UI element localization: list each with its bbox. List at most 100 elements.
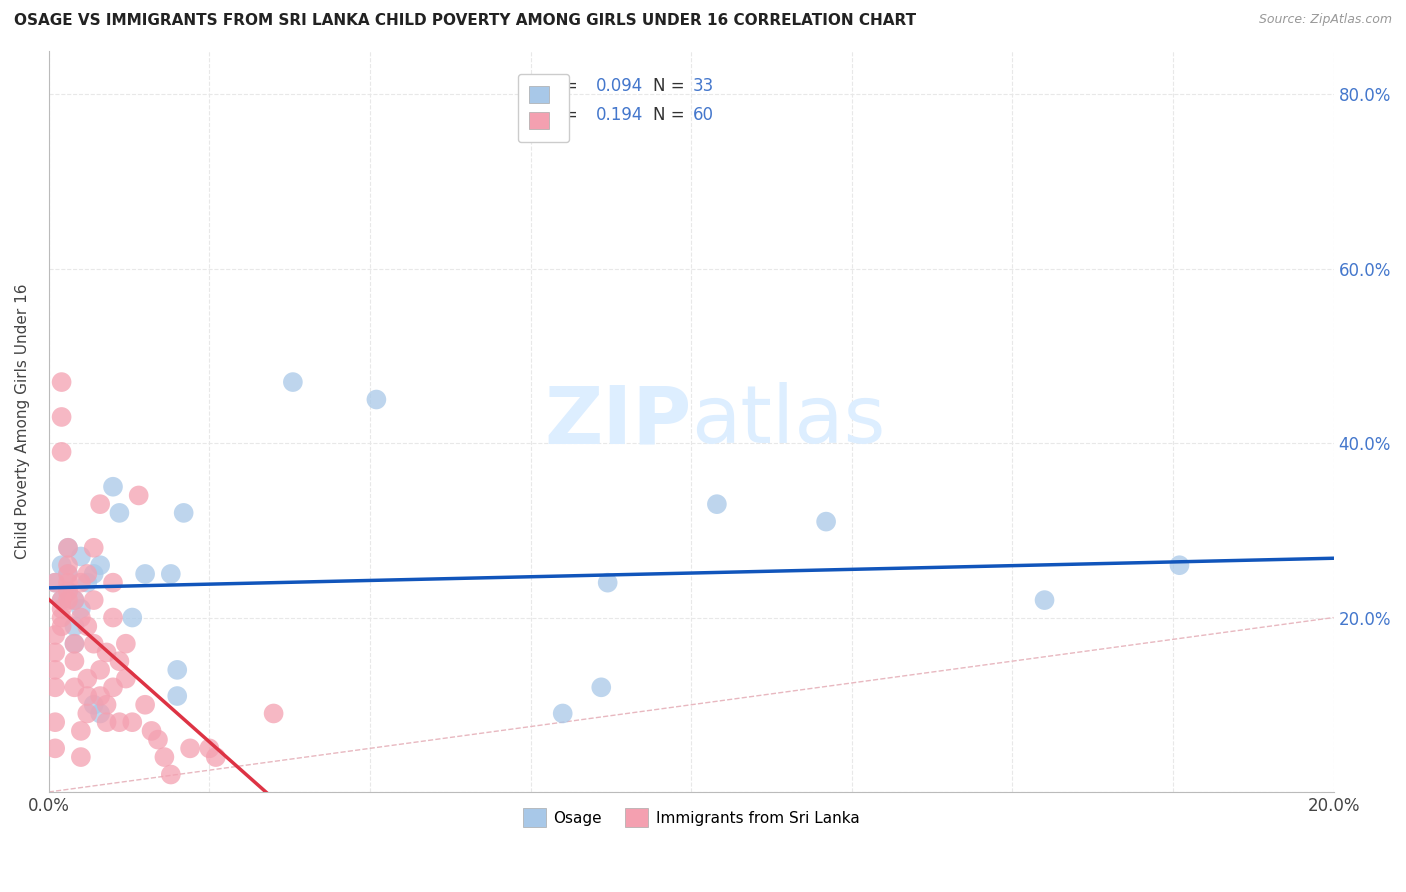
Point <box>70 610 93 624</box>
Point <box>56 566 79 581</box>
Point <box>89 689 111 703</box>
Point <box>108 715 131 730</box>
Point <box>83 593 105 607</box>
Point <box>76 619 98 633</box>
Text: 60: 60 <box>693 106 713 124</box>
Point <box>89 706 111 721</box>
Text: R =: R = <box>547 106 589 124</box>
Point <box>166 689 188 703</box>
Point <box>44 663 66 677</box>
Point <box>96 698 118 712</box>
Point <box>121 610 143 624</box>
Point <box>96 645 118 659</box>
Point <box>173 506 195 520</box>
Text: Source: ZipAtlas.com: Source: ZipAtlas.com <box>1258 13 1392 27</box>
Point <box>63 637 86 651</box>
Point <box>76 566 98 581</box>
Text: 0.094: 0.094 <box>596 77 644 95</box>
Point <box>56 584 79 599</box>
Point <box>44 715 66 730</box>
Point <box>366 392 388 407</box>
Point <box>128 488 150 502</box>
Point <box>108 506 131 520</box>
Point <box>70 575 93 590</box>
Point <box>204 750 226 764</box>
Point <box>89 497 111 511</box>
Point <box>44 741 66 756</box>
Point <box>146 732 169 747</box>
Point <box>83 698 105 712</box>
Point <box>51 610 73 624</box>
Point <box>1033 593 1056 607</box>
Text: N =: N = <box>652 77 689 95</box>
Point <box>591 681 613 695</box>
Point <box>89 663 111 677</box>
Text: R =: R = <box>547 77 583 95</box>
Text: 0.194: 0.194 <box>596 106 644 124</box>
Point <box>76 672 98 686</box>
Point <box>121 715 143 730</box>
Point <box>115 672 138 686</box>
Point <box>51 593 73 607</box>
Point <box>63 681 86 695</box>
Point <box>551 706 574 721</box>
Point <box>56 575 79 590</box>
Point <box>56 584 79 599</box>
Point <box>1168 558 1191 573</box>
Point <box>706 497 728 511</box>
Point <box>63 619 86 633</box>
Point <box>134 698 156 712</box>
Point <box>101 610 124 624</box>
Point <box>70 602 93 616</box>
Point <box>70 723 93 738</box>
Point <box>134 566 156 581</box>
Point <box>115 637 138 651</box>
Text: N =: N = <box>652 106 689 124</box>
Point <box>70 750 93 764</box>
Point <box>83 637 105 651</box>
Point <box>44 681 66 695</box>
Point <box>596 575 619 590</box>
Point <box>89 558 111 573</box>
Point <box>153 750 176 764</box>
Point <box>263 706 285 721</box>
Point <box>51 593 73 607</box>
Point <box>56 541 79 555</box>
Point <box>159 767 181 781</box>
Point <box>44 628 66 642</box>
Point <box>166 663 188 677</box>
Point <box>63 593 86 607</box>
Text: ZIP: ZIP <box>544 383 692 460</box>
Point <box>76 575 98 590</box>
Point <box>76 706 98 721</box>
Point <box>101 681 124 695</box>
Point <box>281 375 304 389</box>
Text: OSAGE VS IMMIGRANTS FROM SRI LANKA CHILD POVERTY AMONG GIRLS UNDER 16 CORRELATIO: OSAGE VS IMMIGRANTS FROM SRI LANKA CHILD… <box>14 13 917 29</box>
Point <box>70 549 93 564</box>
Point <box>51 558 73 573</box>
Point <box>51 602 73 616</box>
Point <box>96 715 118 730</box>
Point <box>44 575 66 590</box>
Text: 33: 33 <box>693 77 714 95</box>
Point <box>44 645 66 659</box>
Point <box>56 541 79 555</box>
Point <box>63 654 86 668</box>
Point <box>83 566 105 581</box>
Point <box>51 375 73 389</box>
Point <box>56 558 79 573</box>
Point <box>51 619 73 633</box>
Point <box>76 689 98 703</box>
Legend: Osage, Immigrants from Sri Lanka: Osage, Immigrants from Sri Lanka <box>513 799 869 836</box>
Point <box>56 593 79 607</box>
Point <box>179 741 201 756</box>
Point <box>815 515 838 529</box>
Point <box>141 723 163 738</box>
Text: atlas: atlas <box>692 383 886 460</box>
Point <box>63 637 86 651</box>
Point <box>83 541 105 555</box>
Y-axis label: Child Poverty Among Girls Under 16: Child Poverty Among Girls Under 16 <box>15 284 30 559</box>
Point <box>101 575 124 590</box>
Point <box>101 480 124 494</box>
Point <box>63 593 86 607</box>
